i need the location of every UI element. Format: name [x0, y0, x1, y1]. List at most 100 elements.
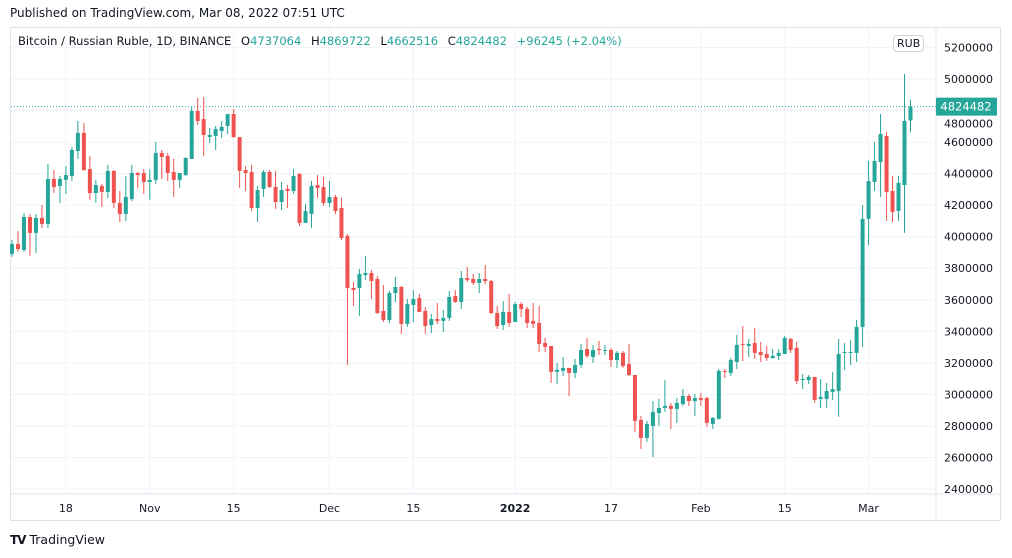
candle-down[interactable]: [285, 188, 290, 191]
candle-up[interactable]: [309, 185, 314, 214]
candle-down[interactable]: [297, 173, 302, 223]
candle-down[interactable]: [273, 187, 278, 203]
candle-down[interactable]: [788, 338, 793, 350]
candle-down[interactable]: [609, 349, 613, 361]
candle-down[interactable]: [399, 287, 404, 324]
currency-badge[interactable]: RUB: [893, 35, 925, 52]
candle-down[interactable]: [638, 419, 643, 438]
candle-up[interactable]: [513, 304, 518, 323]
candle-up[interactable]: [692, 398, 697, 402]
candle-up[interactable]: [824, 390, 829, 399]
candle-down[interactable]: [381, 310, 386, 320]
candle-up[interactable]: [579, 349, 584, 365]
candle-down[interactable]: [201, 119, 206, 135]
candle-down[interactable]: [632, 375, 637, 421]
candle-up[interactable]: [477, 278, 482, 283]
candle-up[interactable]: [770, 355, 775, 358]
candle-up[interactable]: [501, 311, 506, 326]
candle-down[interactable]: [465, 278, 470, 280]
candle-down[interactable]: [87, 169, 92, 194]
candle-down[interactable]: [507, 311, 512, 323]
candle-up[interactable]: [393, 287, 398, 293]
candle-up[interactable]: [680, 395, 685, 405]
candle-down[interactable]: [15, 243, 20, 250]
candle-down[interactable]: [159, 152, 164, 158]
candle-up[interactable]: [33, 217, 38, 233]
candle-up[interactable]: [818, 396, 823, 399]
candle-down[interactable]: [567, 367, 572, 373]
candle-down[interactable]: [543, 342, 548, 347]
candle-down[interactable]: [375, 278, 380, 314]
candle-down[interactable]: [794, 347, 799, 381]
candle-up[interactable]: [782, 337, 787, 355]
candle-down[interactable]: [620, 352, 625, 367]
candle-up[interactable]: [357, 273, 362, 288]
candle-up[interactable]: [806, 376, 811, 381]
candle-up[interactable]: [848, 351, 853, 353]
candle-up[interactable]: [896, 182, 901, 211]
candle-up[interactable]: [387, 292, 392, 320]
candle-up[interactable]: [129, 172, 134, 200]
candle-down[interactable]: [764, 354, 769, 358]
candle-up[interactable]: [776, 352, 781, 356]
candle-down[interactable]: [171, 172, 176, 180]
candle-up[interactable]: [650, 411, 655, 426]
candle-up[interactable]: [57, 178, 62, 186]
candle-down[interactable]: [417, 298, 422, 312]
candle-down[interactable]: [597, 348, 602, 350]
candle-down[interactable]: [111, 170, 116, 203]
candle-down[interactable]: [495, 313, 500, 326]
candle-down[interactable]: [237, 137, 242, 171]
candle-up[interactable]: [147, 179, 152, 182]
candle-down[interactable]: [884, 135, 889, 192]
candle-up[interactable]: [123, 196, 128, 214]
candle-down[interactable]: [435, 319, 440, 321]
candle-up[interactable]: [279, 190, 284, 203]
candle-down[interactable]: [315, 184, 320, 188]
candle-up[interactable]: [555, 369, 560, 372]
candle-down[interactable]: [549, 345, 554, 372]
candle-down[interactable]: [117, 202, 122, 214]
candle-up[interactable]: [10, 243, 14, 254]
candle-down[interactable]: [704, 398, 709, 423]
candle-up[interactable]: [561, 367, 566, 371]
candle-up[interactable]: [177, 172, 182, 180]
candle-down[interactable]: [27, 216, 32, 233]
candle-up[interactable]: [800, 378, 805, 381]
candle-up[interactable]: [603, 349, 608, 351]
candle-up[interactable]: [710, 417, 715, 424]
candle-up[interactable]: [183, 158, 188, 176]
candle-down[interactable]: [698, 398, 703, 400]
candle-down[interactable]: [758, 351, 763, 355]
candle-down[interactable]: [531, 320, 536, 324]
candle-down[interactable]: [141, 172, 146, 182]
candle-up[interactable]: [93, 184, 98, 194]
candle-down[interactable]: [165, 155, 170, 173]
candle-up[interactable]: [75, 132, 80, 152]
candle-up[interactable]: [854, 326, 859, 353]
candle-up[interactable]: [644, 423, 649, 438]
candle-down[interactable]: [686, 395, 691, 402]
candle-down[interactable]: [812, 376, 817, 400]
candle-down[interactable]: [483, 278, 488, 282]
candle-up[interactable]: [662, 405, 667, 408]
candle-up[interactable]: [459, 278, 464, 302]
candle-up[interactable]: [591, 349, 596, 358]
candle-down[interactable]: [249, 172, 254, 208]
candle-down[interactable]: [537, 322, 542, 344]
candle-down[interactable]: [135, 172, 140, 176]
candle-up[interactable]: [447, 296, 452, 318]
candle-down[interactable]: [267, 172, 272, 188]
candle-down[interactable]: [351, 287, 356, 291]
candle-up[interactable]: [405, 304, 410, 324]
candle-up[interactable]: [45, 178, 50, 224]
candle-down[interactable]: [339, 207, 344, 238]
candle-down[interactable]: [333, 196, 338, 211]
candle-up[interactable]: [291, 175, 296, 191]
candle-down[interactable]: [99, 185, 104, 192]
candle-down[interactable]: [423, 310, 428, 326]
candle-up[interactable]: [429, 319, 434, 326]
candle-up[interactable]: [746, 343, 751, 346]
candle-up[interactable]: [327, 196, 332, 203]
